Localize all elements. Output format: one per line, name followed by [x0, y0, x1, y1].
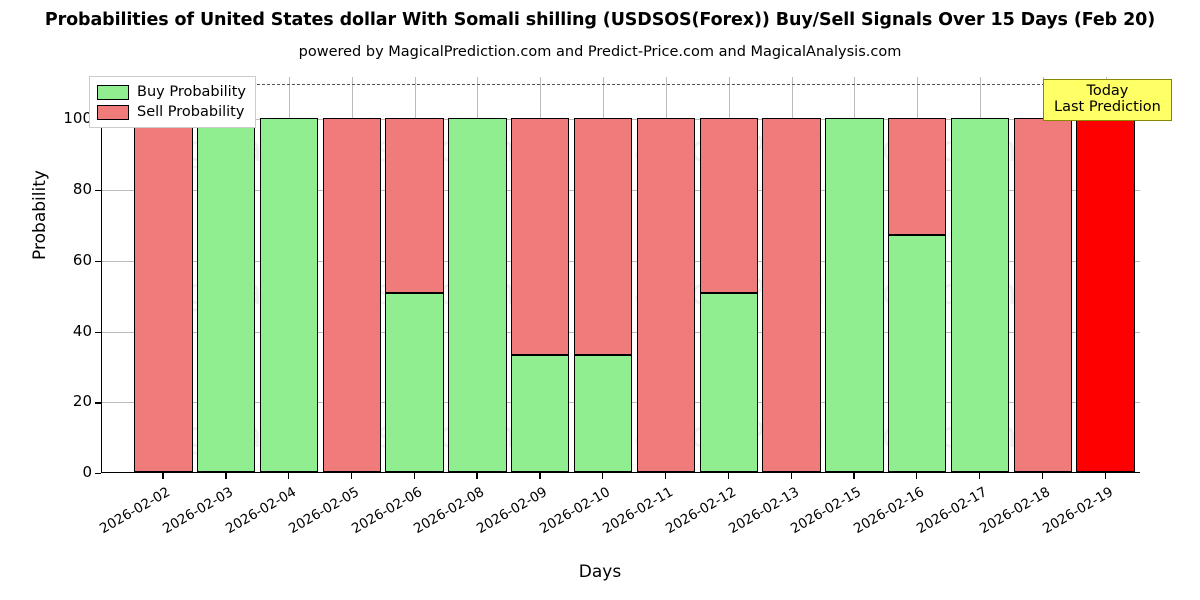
bar-2026-02-13[interactable] [762, 77, 821, 472]
plot-inner: MagicalAnalysis.comMagicalPrediction.com… [102, 77, 1140, 472]
x-tick-mark [727, 473, 730, 479]
bar-segment-buy [448, 118, 507, 472]
bar-segment-today [1076, 118, 1135, 472]
y-tick-label: 20 [72, 392, 92, 411]
x-tick-mark [350, 473, 353, 479]
bar-segment-sell [385, 118, 444, 294]
x-tick-mark [664, 473, 667, 479]
y-tick-mark [95, 473, 101, 475]
y-tick-label: 80 [72, 180, 92, 199]
bar-segment-buy [259, 118, 319, 472]
legend: Buy Probability Sell Probability [89, 76, 256, 128]
bar-2026-02-09[interactable] [511, 77, 570, 472]
bar-segment-buy [887, 235, 947, 472]
legend-item-buy: Buy Probability [97, 82, 246, 102]
x-tick-mark [225, 473, 227, 479]
x-tick-mark [162, 473, 164, 479]
bar-2026-02-11[interactable] [636, 77, 696, 472]
x-tick-mark [1104, 473, 1106, 479]
legend-label-buy: Buy Probability [137, 83, 246, 100]
x-tick-mark [978, 473, 981, 479]
y-tick-mark [95, 260, 101, 263]
bar-segment-sell [134, 118, 193, 472]
x-tick-mark [602, 473, 604, 479]
x-axis-label: Days [578, 562, 622, 582]
bar-segment-sell [511, 118, 570, 356]
x-tick-mark [539, 473, 541, 479]
x-tick-mark [476, 473, 478, 479]
bar-2026-02-12[interactable] [699, 77, 758, 472]
bar-segment-sell [322, 118, 382, 472]
chart-subtitle: powered by MagicalPrediction.com and Pre… [298, 44, 902, 60]
bar-2026-02-10[interactable] [573, 77, 633, 472]
bar-segment-sell [636, 118, 696, 472]
bar-2026-02-06[interactable] [385, 77, 444, 472]
x-tick-mark [288, 473, 290, 479]
bar-segment-sell [573, 118, 633, 356]
bar-2026-02-05[interactable] [322, 77, 382, 472]
bar-2026-02-04[interactable] [259, 77, 319, 472]
bar-segment-buy [511, 355, 570, 472]
y-tick-label: 60 [72, 250, 92, 269]
bar-2026-02-15[interactable] [825, 77, 884, 472]
bar-2026-02-02[interactable] [134, 77, 193, 472]
legend-label-sell: Sell Probability [137, 103, 245, 120]
x-tick-mark [413, 473, 415, 479]
bar-2026-02-03[interactable] [197, 77, 256, 472]
bar-segment-buy [385, 293, 444, 472]
bar-2026-02-19[interactable] [1076, 77, 1135, 472]
y-tick-mark [95, 331, 101, 333]
y-tick-label: 40 [72, 321, 92, 340]
bar-segment-sell [762, 118, 821, 472]
legend-item-sell: Sell Probability [97, 102, 246, 122]
x-tick-mark [853, 473, 855, 479]
x-tick-mark [1041, 473, 1044, 479]
plot-area: MagicalAnalysis.comMagicalPrediction.com… [101, 77, 1140, 473]
bar-2026-02-17[interactable] [950, 77, 1010, 472]
today-annotation-line2: Last Prediction [1054, 99, 1161, 116]
bar-segment-sell [699, 118, 758, 294]
bar-segment-buy [573, 355, 633, 472]
today-annotation-box: Today Last Prediction [1043, 79, 1172, 122]
x-tick-mark [916, 473, 918, 479]
dashed-reference-line [102, 84, 1140, 86]
bar-segment-buy [197, 118, 256, 472]
bar-2026-02-08[interactable] [448, 77, 507, 472]
bar-2026-02-18[interactable] [1013, 77, 1072, 472]
y-tick-mark [95, 190, 101, 192]
x-tick-mark [790, 473, 792, 479]
bar-segment-sell [887, 118, 947, 236]
bar-segment-sell [1013, 118, 1072, 472]
bar-segment-buy [950, 118, 1010, 472]
legend-swatch-sell-icon [97, 104, 129, 120]
bar-segment-buy [825, 118, 884, 472]
y-tick-mark [95, 402, 101, 404]
y-tick-label: 100 [63, 109, 92, 128]
legend-swatch-buy-icon [97, 84, 129, 100]
today-annotation-line1: Today [1086, 83, 1129, 99]
y-tick-label: 0 [82, 463, 92, 481]
chart-title: Probabilities of United States dollar Wi… [44, 10, 1156, 30]
bar-2026-02-16[interactable] [887, 77, 947, 472]
y-axis-label: Probability [30, 170, 50, 260]
bar-segment-buy [699, 293, 758, 472]
